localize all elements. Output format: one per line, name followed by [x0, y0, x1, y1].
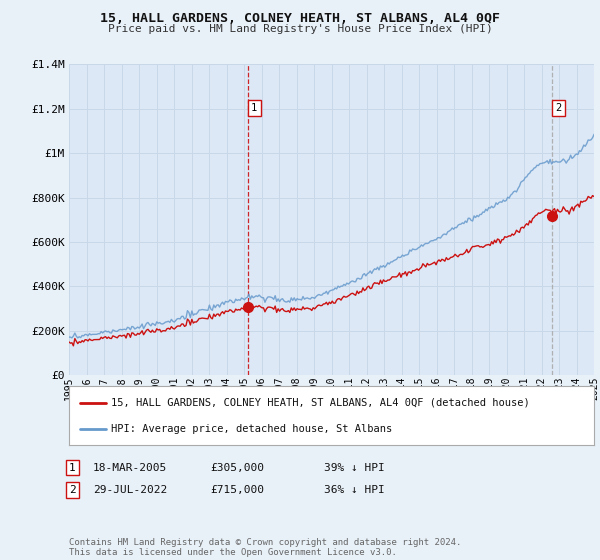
Text: 1: 1 — [69, 463, 76, 473]
Text: £305,000: £305,000 — [210, 463, 264, 473]
Text: HPI: Average price, detached house, St Albans: HPI: Average price, detached house, St A… — [111, 424, 392, 434]
Text: 39% ↓ HPI: 39% ↓ HPI — [324, 463, 385, 473]
Text: Price paid vs. HM Land Registry's House Price Index (HPI): Price paid vs. HM Land Registry's House … — [107, 24, 493, 34]
Text: Contains HM Land Registry data © Crown copyright and database right 2024.
This d: Contains HM Land Registry data © Crown c… — [69, 538, 461, 557]
Text: 36% ↓ HPI: 36% ↓ HPI — [324, 485, 385, 495]
Text: 15, HALL GARDENS, COLNEY HEATH, ST ALBANS, AL4 0QF: 15, HALL GARDENS, COLNEY HEATH, ST ALBAN… — [100, 12, 500, 25]
Text: 18-MAR-2005: 18-MAR-2005 — [93, 463, 167, 473]
Text: 29-JUL-2022: 29-JUL-2022 — [93, 485, 167, 495]
Text: 2: 2 — [69, 485, 76, 495]
Text: £715,000: £715,000 — [210, 485, 264, 495]
Text: 15, HALL GARDENS, COLNEY HEATH, ST ALBANS, AL4 0QF (detached house): 15, HALL GARDENS, COLNEY HEATH, ST ALBAN… — [111, 398, 530, 408]
Text: 2: 2 — [555, 103, 562, 113]
Text: 1: 1 — [251, 103, 257, 113]
